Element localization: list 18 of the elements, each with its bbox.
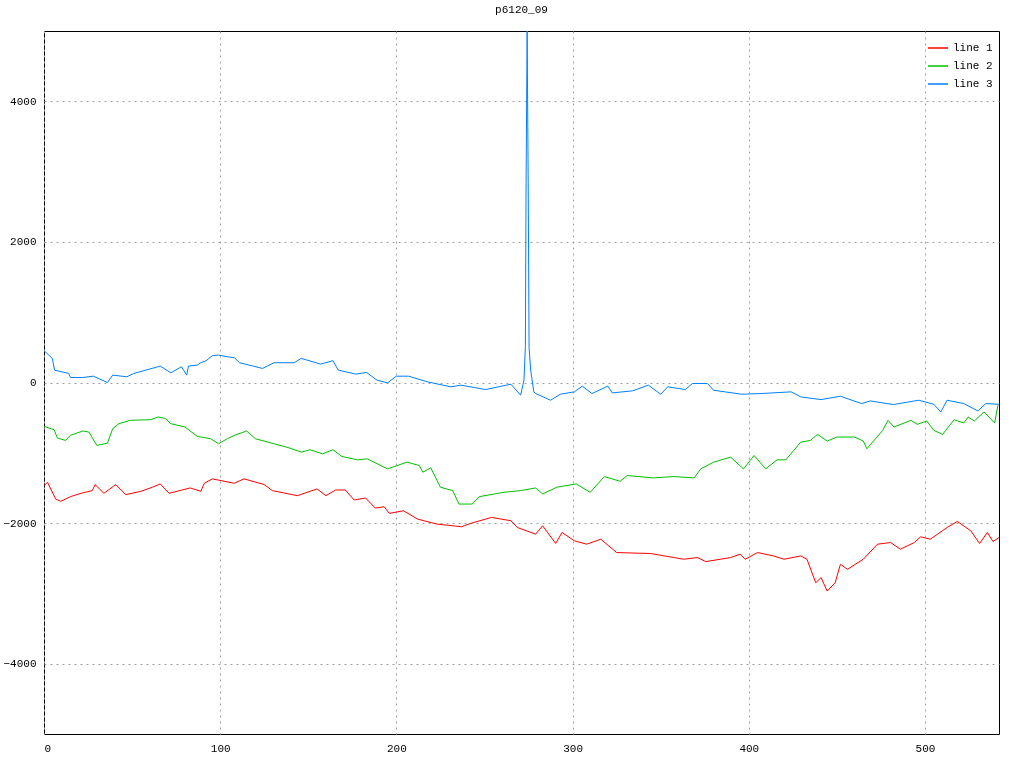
y-tick-label: −2000 [3, 517, 37, 530]
legend-label: line 3 [953, 78, 993, 90]
x-tick-label: 400 [739, 742, 760, 755]
line-series [44, 404, 999, 505]
x-tick-label: 300 [563, 742, 583, 755]
y-tick-label: −4000 [3, 658, 37, 671]
x-tick-label: 0 [44, 742, 52, 755]
y-tick-label: 4000 [10, 95, 37, 108]
legend-label: line 2 [953, 60, 993, 72]
y-tick-label: 2000 [10, 236, 37, 249]
line-series [44, 478, 999, 592]
legend-label: line 1 [953, 42, 994, 54]
x-tick-label: 200 [386, 742, 407, 755]
line-series [44, 31, 999, 413]
chart-title: p6120_09 [495, 4, 548, 16]
x-tick-label: 500 [915, 742, 936, 755]
x-tick-label: 100 [210, 742, 231, 755]
y-tick-label: 0 [29, 377, 37, 389]
